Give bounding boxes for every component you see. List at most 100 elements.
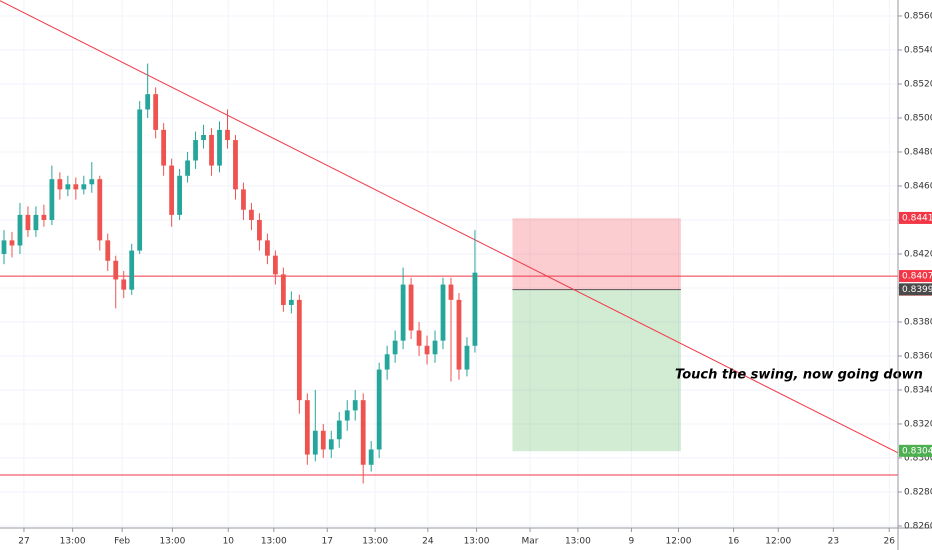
candle-body	[97, 179, 103, 241]
candle-body	[344, 410, 350, 421]
candle-body	[153, 94, 159, 130]
candle-body	[456, 299, 462, 370]
y-tick-label: 0.85000	[904, 113, 932, 123]
candle-body	[328, 439, 334, 450]
y-tick-label: 0.84800	[904, 147, 932, 157]
candle-body	[312, 430, 318, 455]
candle-body	[400, 284, 406, 341]
y-tick-label: 0.83200	[904, 419, 932, 429]
y-tick-label: 0.84200	[904, 249, 932, 259]
candle-body	[217, 129, 222, 166]
y-tick-label: 0.85200	[904, 79, 932, 89]
y-tick-label: 0.83400	[904, 385, 932, 395]
candle-body	[241, 189, 246, 210]
x-tick-label: 12:00	[666, 537, 692, 547]
candle-body	[169, 165, 175, 215]
price-label-box	[899, 283, 932, 296]
candle-body	[65, 184, 71, 190]
plot: Touch the swing, now going down	[0, 0, 923, 484]
candle-body	[288, 299, 294, 305]
candle-body	[89, 179, 95, 185]
candle-body	[121, 279, 127, 290]
stop-zone	[512, 218, 681, 290]
candle-body	[368, 449, 374, 465]
candle-body	[296, 299, 302, 401]
grid	[0, 0, 898, 528]
x-tick-label: 10	[223, 537, 235, 547]
x-tick-label: 17	[322, 537, 333, 547]
trend-line	[0, 0, 899, 454]
candle-body	[360, 400, 366, 465]
candle-body	[265, 240, 270, 256]
x-tick-label: 12:00	[765, 537, 791, 547]
candle-body	[392, 340, 398, 355]
price-label: 0.83042	[902, 446, 932, 456]
y-tick-label: 0.83800	[904, 317, 932, 327]
candle-body	[49, 179, 55, 220]
candle-body	[472, 272, 478, 346]
candle-body	[161, 129, 167, 166]
annotation: Touch the swing, now going down	[675, 368, 923, 383]
x-tick-label: 16	[728, 537, 740, 547]
y-tick-label: 0.82800	[904, 487, 932, 497]
x-tick-label: Feb	[114, 537, 130, 547]
candle-body	[145, 94, 151, 110]
candle-body	[376, 369, 382, 450]
candle-body	[257, 219, 262, 241]
price-label-box	[899, 270, 932, 283]
candle-body	[249, 209, 254, 220]
y-tick-label: 0.82600	[904, 521, 932, 531]
candle-body	[137, 109, 143, 251]
candle-body	[9, 240, 15, 246]
candle-body	[33, 214, 39, 231]
candle-body	[440, 284, 446, 341]
candle-body	[416, 330, 422, 346]
candle-body	[464, 345, 470, 370]
candle-body	[272, 255, 278, 275]
x-tick-label: 27	[18, 537, 29, 547]
candle-body	[113, 260, 119, 280]
price-label: 0.84412	[902, 213, 932, 223]
x-tick-label: 26	[883, 537, 895, 547]
x-tick-label: 13:00	[362, 537, 388, 547]
candle-body	[17, 214, 23, 246]
x-tick-label: 13:00	[159, 537, 185, 547]
y-tick-label: 0.83000	[904, 453, 932, 463]
candle-body	[193, 140, 198, 161]
candle-body	[177, 175, 182, 215]
price-label-box	[899, 444, 932, 457]
candle-body	[408, 284, 414, 331]
price-label-box	[899, 211, 932, 224]
candle-body	[81, 184, 87, 190]
candle-body	[233, 140, 238, 190]
candle-body	[57, 179, 63, 190]
candle-body	[25, 214, 31, 231]
candle-body	[73, 184, 79, 190]
candle-body	[448, 284, 454, 300]
candle-body	[129, 250, 135, 290]
y-tick-label: 0.85400	[904, 45, 932, 55]
x-tick-label: Mar	[522, 537, 539, 547]
candle-body	[384, 354, 390, 370]
x-tick-label: 24	[422, 537, 434, 547]
x-tick-label: 23	[828, 537, 839, 547]
candle-body	[424, 345, 430, 355]
x-tick-label: 9	[629, 537, 635, 547]
candle-body	[280, 274, 286, 305]
price-label: 0.83992	[902, 285, 932, 295]
x-tick-label: 13:00	[565, 537, 591, 547]
y-tick-label: 0.83600	[904, 351, 932, 361]
candle-body	[320, 430, 326, 450]
x-tick-label: 13:00	[60, 537, 86, 547]
candle-body	[336, 420, 342, 440]
candle-body	[185, 160, 190, 176]
x-tick-label: 13:00	[261, 537, 287, 547]
candle-body	[432, 340, 438, 355]
candle-body	[105, 240, 111, 261]
candle-body	[352, 400, 358, 411]
candle-body	[1, 240, 7, 254]
